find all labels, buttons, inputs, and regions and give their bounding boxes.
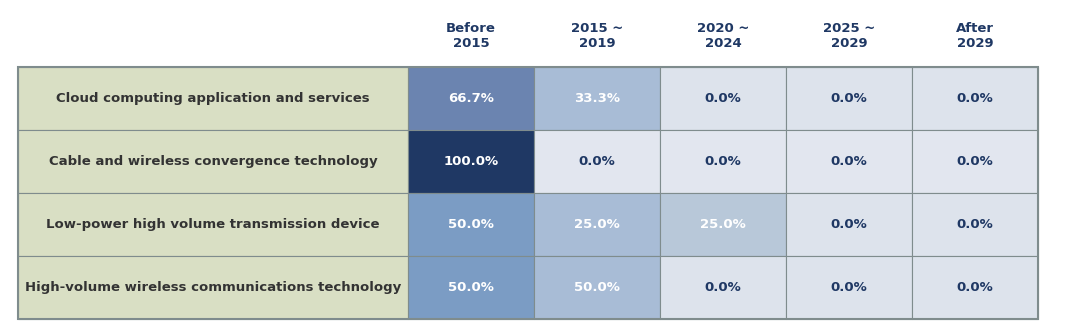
Bar xyxy=(408,256,534,319)
Text: 50.0%: 50.0% xyxy=(449,218,493,231)
Bar xyxy=(18,256,408,319)
Text: Before
2015: Before 2015 xyxy=(446,22,496,50)
Text: Cable and wireless convergence technology: Cable and wireless convergence technolog… xyxy=(49,155,377,168)
Text: 2020 ~
2024: 2020 ~ 2024 xyxy=(696,22,749,50)
Text: 0.0%: 0.0% xyxy=(831,155,867,168)
Bar xyxy=(660,130,786,193)
Text: Cloud computing application and services: Cloud computing application and services xyxy=(57,92,370,105)
Text: 0.0%: 0.0% xyxy=(831,92,867,105)
Bar xyxy=(660,67,786,130)
Text: High-volume wireless communications technology: High-volume wireless communications tech… xyxy=(25,281,402,294)
Bar xyxy=(408,130,534,193)
Bar xyxy=(18,193,408,256)
Text: 33.3%: 33.3% xyxy=(574,92,621,105)
Bar xyxy=(18,67,1038,319)
Text: 0.0%: 0.0% xyxy=(705,92,741,105)
Text: 0.0%: 0.0% xyxy=(705,281,741,294)
Text: 25.0%: 25.0% xyxy=(575,218,619,231)
Text: 0.0%: 0.0% xyxy=(957,92,993,105)
Text: 0.0%: 0.0% xyxy=(957,218,993,231)
Bar xyxy=(408,193,534,256)
Bar xyxy=(786,193,912,256)
Text: 66.7%: 66.7% xyxy=(449,92,493,105)
Bar xyxy=(912,193,1038,256)
Text: 0.0%: 0.0% xyxy=(831,281,867,294)
Bar xyxy=(786,67,912,130)
Text: 0.0%: 0.0% xyxy=(705,155,741,168)
Bar xyxy=(18,67,408,130)
Bar xyxy=(534,256,660,319)
Bar xyxy=(660,193,786,256)
Text: Low-power high volume transmission device: Low-power high volume transmission devic… xyxy=(46,218,380,231)
Bar xyxy=(18,130,408,193)
Bar xyxy=(912,256,1038,319)
Text: After
2029: After 2029 xyxy=(956,22,994,50)
Bar xyxy=(534,130,660,193)
Bar xyxy=(786,130,912,193)
Text: 0.0%: 0.0% xyxy=(957,155,993,168)
Bar xyxy=(912,67,1038,130)
Bar xyxy=(660,256,786,319)
Bar xyxy=(408,67,534,130)
Bar xyxy=(786,256,912,319)
Bar xyxy=(534,193,660,256)
Text: 2025 ~
2029: 2025 ~ 2029 xyxy=(822,22,875,50)
Text: 50.0%: 50.0% xyxy=(449,281,493,294)
Bar xyxy=(534,67,660,130)
Text: 0.0%: 0.0% xyxy=(579,155,615,168)
Text: 0.0%: 0.0% xyxy=(957,281,993,294)
Text: 50.0%: 50.0% xyxy=(575,281,619,294)
Text: 0.0%: 0.0% xyxy=(831,218,867,231)
Text: 100.0%: 100.0% xyxy=(443,155,499,168)
Text: 25.0%: 25.0% xyxy=(701,218,745,231)
Bar xyxy=(912,130,1038,193)
Text: 2015 ~
2019: 2015 ~ 2019 xyxy=(571,22,623,50)
